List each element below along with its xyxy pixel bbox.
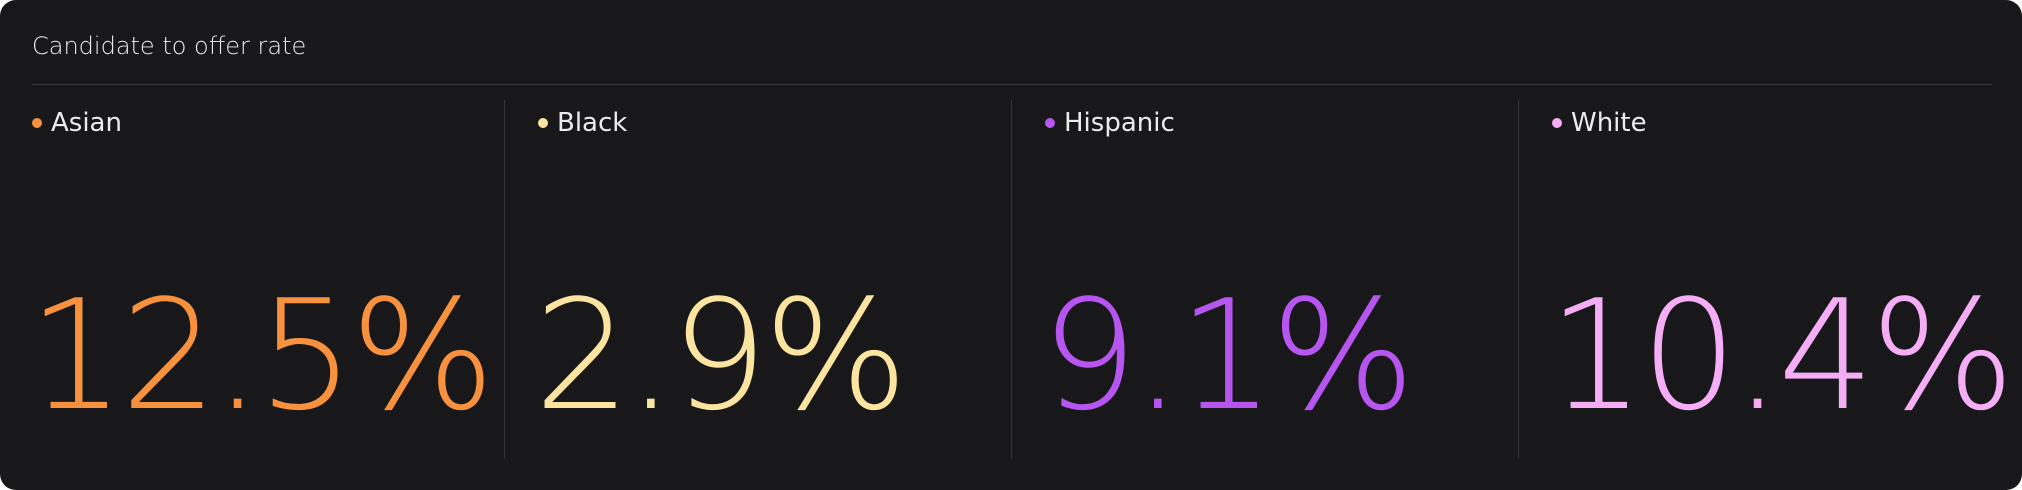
legend-dot [538, 118, 548, 128]
card-title: Candidate to offer rate [32, 32, 307, 60]
label-text: White [1571, 108, 1647, 138]
divider [32, 84, 1992, 85]
label-text: Black [557, 108, 628, 138]
metric-value: 12.5% [28, 267, 495, 444]
legend-dot [1552, 118, 1562, 128]
label-text: Asian [51, 108, 122, 138]
metric-label: Hispanic [1045, 108, 1175, 138]
metric-label: Black [538, 108, 627, 138]
legend-dot [32, 118, 42, 128]
metric-value: 2.9% [534, 267, 908, 444]
legend-dot [1045, 118, 1055, 128]
column-separator [1518, 100, 1519, 458]
metric-label: White [1552, 108, 1647, 138]
label-text: Hispanic [1064, 108, 1175, 138]
metric-value: 10.4% [1548, 267, 2015, 444]
column-separator [504, 100, 505, 458]
metric-value: 9.1% [1041, 267, 1415, 444]
metric-label: Asian [32, 108, 122, 138]
column-separator [1011, 100, 1012, 458]
